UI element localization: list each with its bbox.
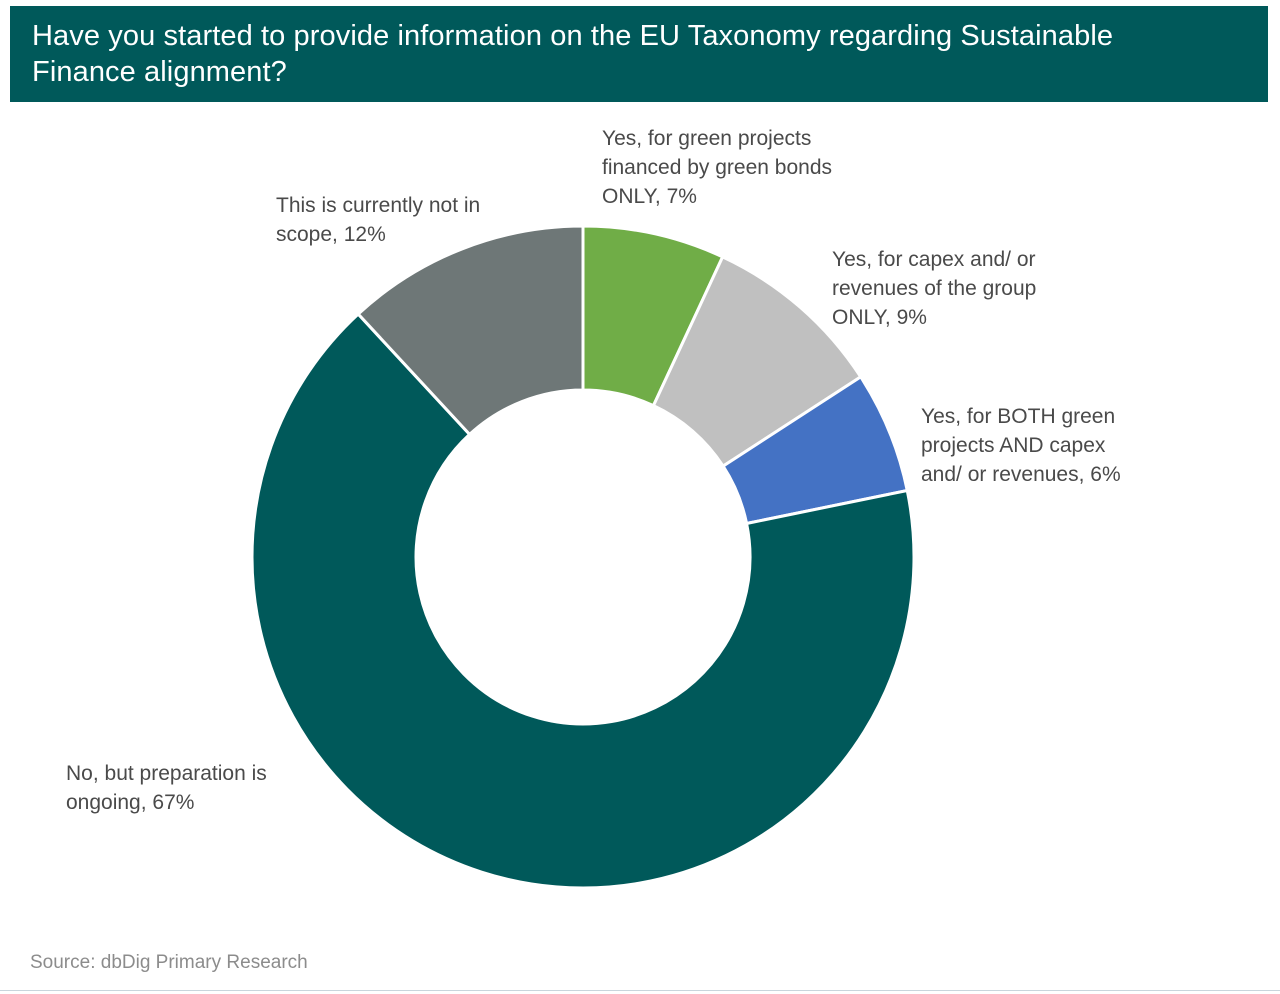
- label-both-line-3: and/ or revenues, 6%: [921, 463, 1121, 486]
- label-preparation: No, but preparation is ongoing, 67%: [66, 759, 267, 817]
- label-not-in-scope: This is currently not in scope, 12%: [276, 191, 480, 249]
- label-capex-group-line-2: revenues of the group: [832, 277, 1037, 300]
- slice-not-in-scope: [356, 224, 585, 437]
- label-both-line-1: Yes, for BOTH green: [921, 405, 1116, 428]
- label-capex-group-line-3: ONLY, 9%: [832, 306, 927, 329]
- label-preparation-line-1: No, but preparation is: [66, 762, 267, 785]
- label-not-in-scope-line-1: This is currently not in: [276, 194, 481, 217]
- donut-slices: [250, 224, 916, 890]
- label-both-line-2: projects AND capex: [921, 434, 1106, 457]
- source-note: Source: dbDig Primary Research: [30, 952, 308, 973]
- chart-header: Have you started to provide information …: [10, 6, 1268, 102]
- label-green-bonds: Yes, for green projects financed by gree…: [602, 124, 832, 211]
- label-both: Yes, for BOTH green projects AND capex a…: [921, 402, 1121, 489]
- chart-title: Have you started to provide information …: [32, 18, 1246, 90]
- label-green-bonds-line-1: Yes, for green projects: [602, 127, 812, 150]
- label-green-bonds-line-2: financed by green bonds: [602, 156, 833, 179]
- chart-title-line-1: Have you started to provide information …: [32, 20, 1114, 52]
- bottom-divider: [0, 990, 1280, 991]
- label-capex-group: Yes, for capex and/ or revenues of the g…: [832, 245, 1036, 332]
- label-not-in-scope-line-2: scope, 12%: [276, 223, 386, 246]
- label-preparation-line-2: ongoing, 67%: [66, 791, 195, 814]
- label-capex-group-line-1: Yes, for capex and/ or: [832, 248, 1036, 271]
- chart-title-line-2: Finance alignment?: [32, 56, 287, 88]
- slice-preparation: [250, 311, 916, 890]
- label-green-bonds-line-3: ONLY, 7%: [602, 185, 697, 208]
